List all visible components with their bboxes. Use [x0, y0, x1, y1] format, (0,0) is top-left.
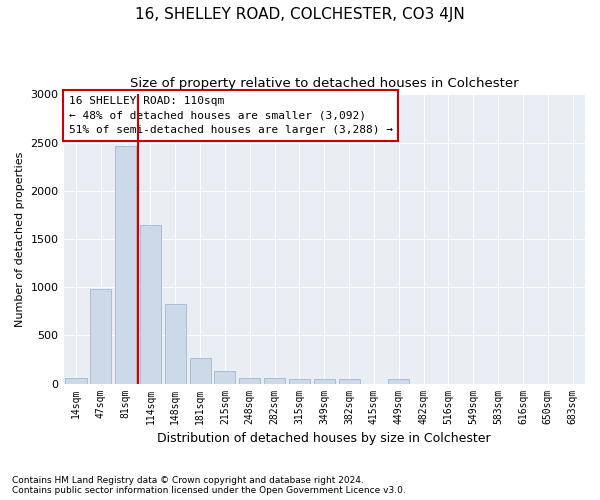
Text: 16, SHELLEY ROAD, COLCHESTER, CO3 4JN: 16, SHELLEY ROAD, COLCHESTER, CO3 4JN — [135, 8, 465, 22]
Bar — [314, 378, 335, 384]
Bar — [388, 378, 409, 384]
Bar — [140, 224, 161, 384]
Bar — [65, 378, 86, 384]
Bar — [264, 378, 285, 384]
Bar — [289, 378, 310, 384]
Title: Size of property relative to detached houses in Colchester: Size of property relative to detached ho… — [130, 78, 518, 90]
Text: Contains HM Land Registry data © Crown copyright and database right 2024.
Contai: Contains HM Land Registry data © Crown c… — [12, 476, 406, 495]
Bar — [214, 371, 235, 384]
Bar — [190, 358, 211, 384]
X-axis label: Distribution of detached houses by size in Colchester: Distribution of detached houses by size … — [157, 432, 491, 445]
Bar — [90, 289, 112, 384]
Bar — [338, 378, 359, 384]
Bar — [165, 304, 186, 384]
Bar — [115, 146, 136, 384]
Bar — [239, 378, 260, 384]
Y-axis label: Number of detached properties: Number of detached properties — [15, 152, 25, 326]
Text: 16 SHELLEY ROAD: 110sqm
← 48% of detached houses are smaller (3,092)
51% of semi: 16 SHELLEY ROAD: 110sqm ← 48% of detache… — [69, 96, 393, 136]
